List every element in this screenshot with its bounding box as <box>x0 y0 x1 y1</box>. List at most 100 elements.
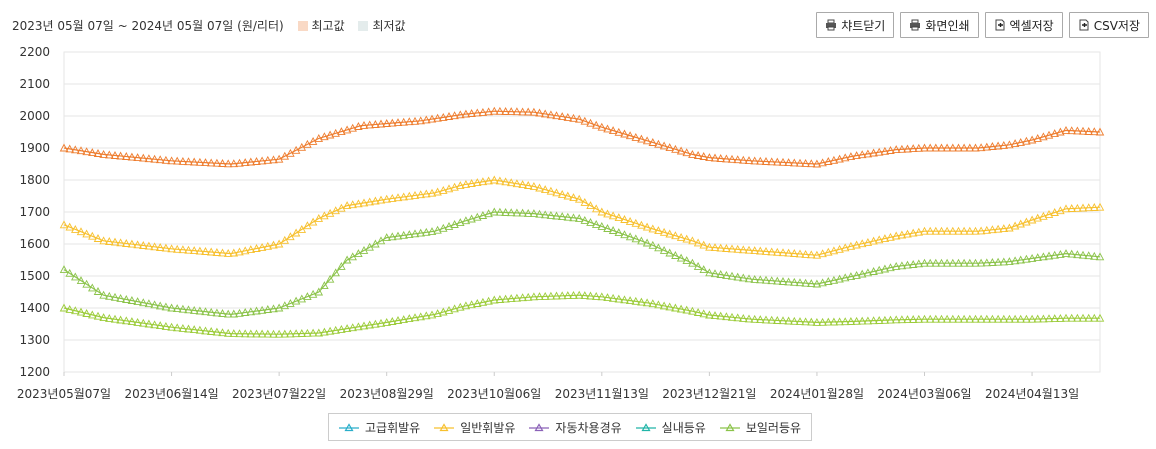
max-value-label: 최고값 <box>311 19 345 33</box>
data-point <box>167 303 176 312</box>
data-point <box>574 290 584 299</box>
data-point <box>693 308 703 316</box>
data-point <box>252 157 261 165</box>
data-point <box>699 240 708 249</box>
data-point <box>155 155 165 164</box>
data-point <box>1027 135 1037 144</box>
data-point <box>625 131 635 140</box>
data-point <box>756 315 765 324</box>
csv-save-button[interactable]: CSV저장 <box>1068 12 1149 38</box>
data-point <box>625 296 635 305</box>
print-screen-button[interactable]: 화면인쇄 <box>900 12 979 38</box>
legend-item[interactable]: 일반휘발유 <box>434 419 515 436</box>
data-point <box>716 154 725 162</box>
data-point <box>580 215 590 224</box>
data-point <box>778 277 788 285</box>
data-point <box>1067 126 1076 135</box>
data-point <box>665 143 674 152</box>
data-point <box>303 328 312 337</box>
data-point <box>863 316 873 325</box>
data-point <box>620 295 629 304</box>
data-point <box>240 329 250 338</box>
close-chart-button[interactable]: 챠트닫기 <box>816 12 895 38</box>
data-point <box>999 257 1009 266</box>
data-point <box>399 315 408 324</box>
data-point <box>840 317 850 326</box>
data-point <box>863 149 873 158</box>
data-point <box>699 309 708 318</box>
data-point <box>252 329 261 338</box>
data-point <box>1016 219 1025 228</box>
data-point <box>903 229 912 238</box>
data-point <box>348 323 357 332</box>
data-point <box>897 144 907 153</box>
data-point <box>116 238 125 247</box>
data-point <box>105 291 114 300</box>
data-point <box>818 158 827 167</box>
data-point <box>869 148 878 157</box>
data-point <box>812 317 822 326</box>
data-point <box>620 215 629 223</box>
data-point <box>495 176 505 185</box>
data-point <box>1039 314 1048 323</box>
data-point <box>490 295 499 304</box>
triangle-marker-icon <box>434 423 455 432</box>
data-point <box>337 127 346 136</box>
data-point <box>546 210 556 219</box>
data-point <box>603 224 612 232</box>
legend-item[interactable]: 자동차용경유 <box>529 419 622 436</box>
data-point <box>427 310 437 319</box>
data-point <box>501 208 510 216</box>
data-point <box>988 225 997 234</box>
data-point <box>891 231 901 240</box>
data-point <box>320 327 329 336</box>
data-point <box>693 238 703 247</box>
data-point <box>512 179 522 188</box>
data-point <box>456 110 465 119</box>
legend-item[interactable]: 실내등유 <box>635 419 706 436</box>
data-point <box>586 201 595 210</box>
data-point <box>931 143 941 152</box>
y-tick-label: 2200 <box>19 45 50 59</box>
data-point <box>1084 313 1093 322</box>
data-point <box>410 229 420 238</box>
data-point <box>342 324 352 333</box>
excel-save-button[interactable]: 엑셀저장 <box>984 12 1063 38</box>
data-point <box>642 298 652 307</box>
data-point <box>1056 127 1065 136</box>
data-point <box>365 320 374 329</box>
legend-item[interactable]: 고급휘발유 <box>339 419 420 436</box>
data-point <box>693 151 703 159</box>
data-point <box>1090 203 1099 211</box>
legend-item[interactable]: 보일러등유 <box>719 419 801 436</box>
data-point <box>1095 313 1105 322</box>
data-point <box>648 224 658 233</box>
data-point <box>150 300 159 309</box>
y-tick-label: 1500 <box>19 269 50 283</box>
data-point <box>127 152 137 161</box>
data-point <box>710 153 720 162</box>
data-point <box>467 300 476 309</box>
data-point <box>116 293 125 302</box>
data-point <box>450 111 459 120</box>
data-point <box>676 253 686 262</box>
data-point <box>540 291 550 300</box>
data-point <box>948 226 958 235</box>
data-point <box>1027 314 1037 323</box>
data-point <box>93 149 103 157</box>
data-point <box>303 292 312 301</box>
data-point <box>127 317 137 326</box>
data-point <box>880 315 890 324</box>
data-point <box>829 155 839 164</box>
data-point <box>807 250 816 259</box>
data-point <box>218 328 227 337</box>
data-point <box>1044 314 1054 323</box>
data-point <box>393 316 403 324</box>
data-point <box>812 159 822 168</box>
data-point <box>314 213 324 222</box>
data-point <box>308 136 318 145</box>
data-point <box>671 251 680 259</box>
data-point <box>642 222 652 231</box>
data-point <box>569 290 578 299</box>
data-point <box>178 304 188 313</box>
